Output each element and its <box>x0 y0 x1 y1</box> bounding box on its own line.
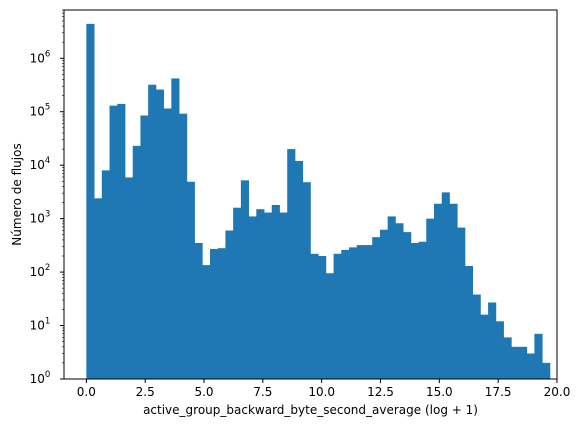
histogram-bar <box>240 180 249 379</box>
histogram-bar <box>248 216 257 379</box>
bars-group <box>86 23 551 380</box>
histogram-bar <box>256 209 265 379</box>
y-tick-label: 105 <box>30 103 51 119</box>
histogram-bar <box>410 243 419 379</box>
histogram-bar <box>495 321 504 379</box>
histogram-bar <box>171 78 180 379</box>
x-axis-label: active_group_backward_byte_second_averag… <box>143 403 478 417</box>
histogram-bar <box>434 203 443 379</box>
histogram-bar <box>534 333 543 379</box>
histogram-bar <box>148 84 157 379</box>
y-axis-label: Número de flujos <box>10 143 24 245</box>
histogram-bar <box>140 115 149 379</box>
histogram-bar <box>372 237 381 379</box>
histogram-bar <box>325 273 334 379</box>
y-tick-label: 101 <box>30 317 51 333</box>
x-tick-label: 2.5 <box>136 385 155 399</box>
histogram-bar <box>488 302 497 379</box>
histogram-bar <box>163 108 172 379</box>
histogram-bar <box>526 353 535 379</box>
x-tick-label: 7.5 <box>253 385 272 399</box>
histogram-bar <box>209 249 219 379</box>
histogram-bar <box>155 89 165 380</box>
histogram-bar <box>217 248 226 379</box>
x-tick-label: 17.5 <box>485 385 512 399</box>
histogram-bar <box>364 245 373 379</box>
histogram-bar <box>179 113 188 379</box>
x-axis: 0.0 2.5 5.0 7.5 10.0 12.5 15.0 17.5 20.0 <box>77 379 571 399</box>
histogram-bar <box>395 223 404 379</box>
histogram-bar <box>109 105 118 379</box>
x-tick-label: 10.0 <box>308 385 335 399</box>
histogram-bar <box>310 253 319 379</box>
x-tick-label: 12.5 <box>367 385 394 399</box>
histogram-bar <box>202 265 211 379</box>
y-tick-label: 102 <box>30 263 51 279</box>
histogram-bar <box>271 204 280 379</box>
histogram-bar <box>194 243 203 379</box>
histogram-bar <box>94 198 103 379</box>
histogram-bar <box>341 249 350 379</box>
x-tick-label: 5.0 <box>194 385 213 399</box>
histogram-bar <box>472 294 481 379</box>
histogram-bar <box>101 170 110 379</box>
histogram-bar <box>333 253 342 379</box>
histogram-bar <box>349 247 358 379</box>
histogram-bar <box>264 212 273 379</box>
histogram-bar <box>225 230 234 379</box>
histogram-bar <box>387 216 396 379</box>
histogram-bar <box>117 103 126 380</box>
histogram-bar <box>294 160 304 379</box>
histogram-bar <box>124 177 134 379</box>
y-axis: 100 101 102 103 104 105 106 <box>30 9 64 386</box>
y-tick-label: 100 <box>30 370 51 386</box>
histogram-bar <box>302 182 311 379</box>
histogram-bar <box>379 229 389 379</box>
histogram-bar <box>279 212 288 379</box>
histogram-bar <box>449 203 458 379</box>
histogram-bar <box>418 241 427 379</box>
x-tick-label: 20.0 <box>544 385 571 399</box>
histogram-bar <box>542 362 551 379</box>
histogram-bar <box>480 314 489 379</box>
histogram-bar <box>233 207 242 379</box>
x-tick-label: 15.0 <box>426 385 453 399</box>
histogram-bar <box>356 245 365 379</box>
y-tick-label: 103 <box>30 210 51 226</box>
histogram-bar <box>86 23 95 379</box>
histogram-bar <box>132 145 141 379</box>
histogram-bar <box>441 192 450 379</box>
histogram-bar <box>186 181 195 379</box>
y-tick-label: 106 <box>30 49 51 65</box>
y-tick-label: 104 <box>30 156 51 172</box>
histogram-bar <box>518 346 528 379</box>
histogram-bar <box>464 266 474 379</box>
histogram-bar <box>287 149 296 379</box>
histogram-bar <box>318 256 327 379</box>
plot-frame <box>63 9 558 380</box>
histogram-bar <box>503 337 512 379</box>
x-tick-label: 0.0 <box>77 385 96 399</box>
histogram-bar <box>511 346 520 379</box>
histogram-bar <box>457 227 466 379</box>
histogram-bar <box>426 218 435 379</box>
histogram-bar <box>403 232 412 379</box>
